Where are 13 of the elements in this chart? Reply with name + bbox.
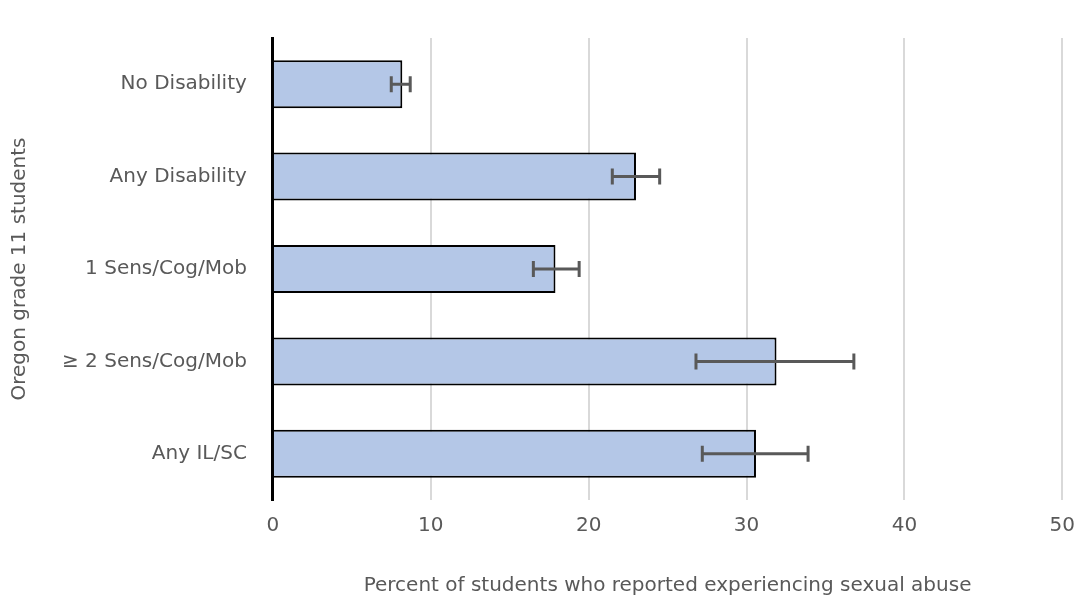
y-tick-label: Any IL/SC [151, 440, 247, 464]
y-tick-label: 1 Sens/Cog/Mob [85, 255, 247, 280]
x-tick-label: 10 [418, 512, 444, 537]
x-tick-label: 0 [266, 512, 280, 537]
x-tick-label: 40 [891, 512, 918, 537]
x-tick-label: 30 [733, 512, 760, 537]
x-axis-title: Percent of students who reported experiencing sexual abuse [363, 572, 972, 597]
y-tick-label: Any Disability [109, 162, 248, 187]
x-tick-label: 20 [575, 512, 602, 537]
y-tick-label: No Disability [120, 70, 248, 95]
y-tick-label: ≥ 2 Sens/Cog/Mob [61, 347, 247, 372]
x-tick-label: 50 [1049, 512, 1075, 537]
y-axis-title: Oregon grade 11 students [6, 137, 31, 401]
